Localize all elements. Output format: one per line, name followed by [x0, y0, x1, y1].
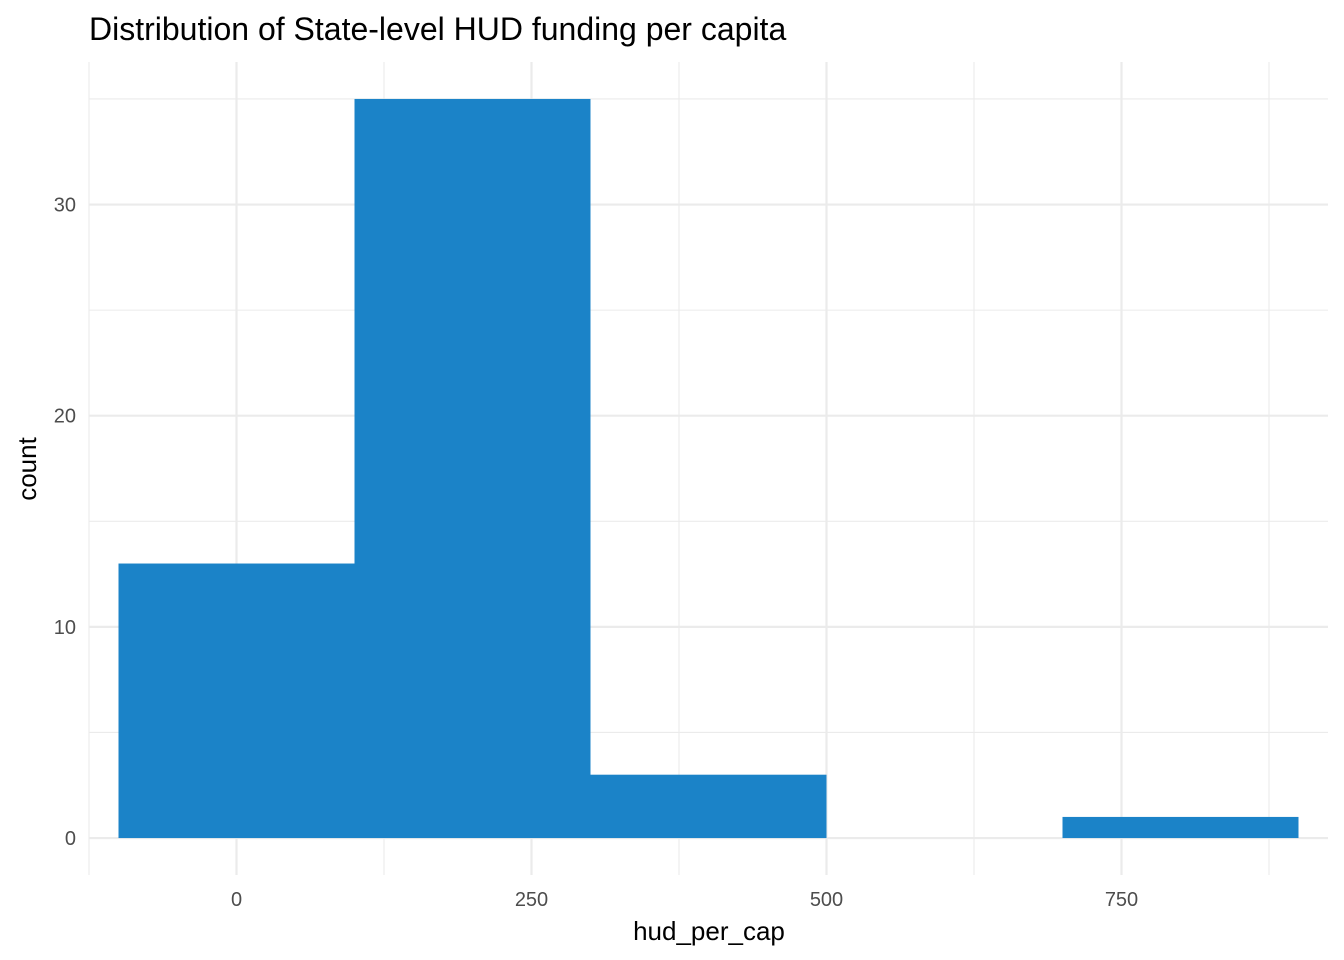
histogram-bar-1 — [354, 98, 591, 839]
x-axis-tick-labels: 0 250 500 750 — [231, 889, 1138, 911]
histogram-bar-0 — [118, 563, 355, 839]
y-axis-tick-labels: 0 10 20 30 — [54, 195, 76, 851]
y-tick-label: 10 — [54, 617, 76, 639]
x-tick-label: 0 — [231, 889, 242, 911]
x-tick-label: 500 — [810, 889, 843, 911]
y-tick-label: 30 — [54, 195, 76, 217]
histogram-bar-2 — [590, 774, 827, 839]
x-axis-title: hud_per_cap — [633, 916, 785, 946]
histogram-bar-4 — [1062, 816, 1299, 839]
x-tick-label: 750 — [1105, 889, 1138, 911]
y-axis-title: count — [12, 436, 42, 500]
y-tick-label: 20 — [54, 406, 76, 428]
histogram-bars — [118, 98, 1299, 839]
y-tick-label: 0 — [65, 828, 76, 850]
x-tick-label: 250 — [515, 889, 548, 911]
chart-title: Distribution of State-level HUD funding … — [89, 11, 786, 47]
